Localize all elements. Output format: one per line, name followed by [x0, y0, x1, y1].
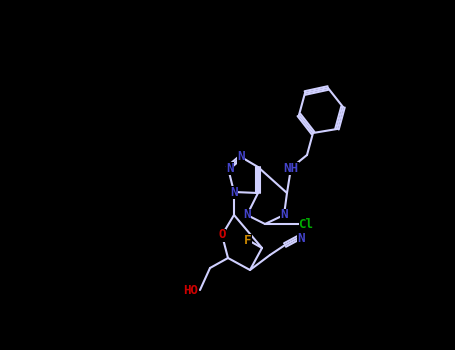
Text: HO: HO	[183, 284, 198, 296]
Text: O: O	[218, 229, 226, 241]
Text: NH: NH	[283, 161, 298, 175]
Text: N: N	[280, 209, 288, 222]
Text: N: N	[226, 161, 234, 175]
Text: N: N	[243, 209, 251, 222]
Text: Cl: Cl	[298, 217, 313, 231]
Text: N: N	[230, 186, 238, 198]
Text: N: N	[297, 231, 305, 245]
Text: N: N	[237, 150, 245, 163]
Text: F: F	[244, 233, 252, 246]
